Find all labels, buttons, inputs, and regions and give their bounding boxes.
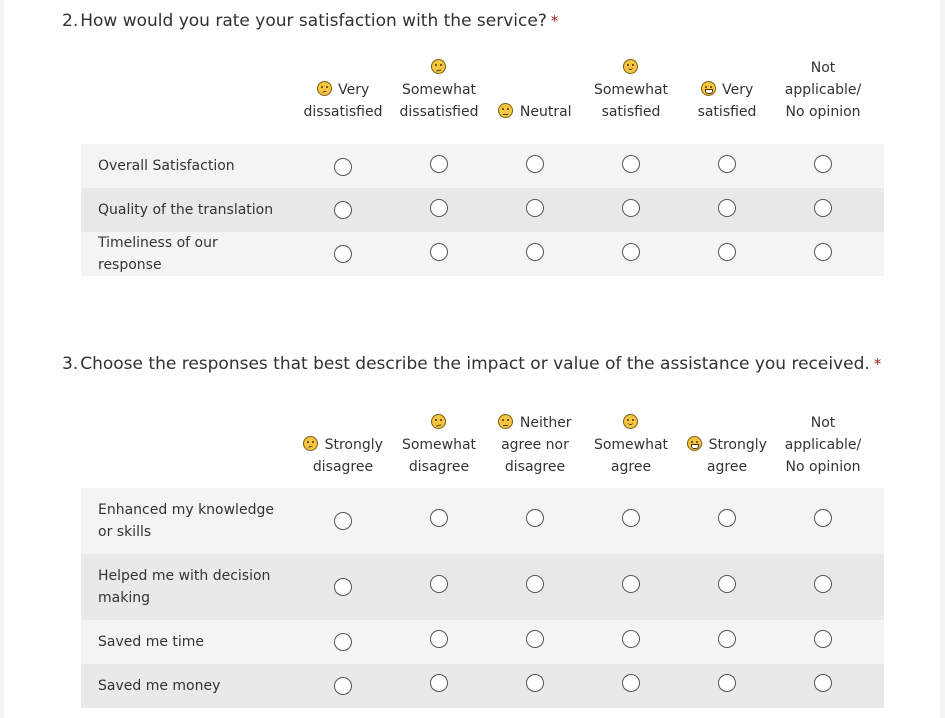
radio-somewhat-satisfied[interactable] — [622, 199, 640, 217]
radio-very-dissatisfied[interactable] — [334, 245, 352, 263]
radio-somewhat-agree[interactable] — [622, 630, 640, 648]
radio-neutral[interactable] — [526, 199, 544, 217]
radio-neutral[interactable] — [526, 243, 544, 261]
radio-neither[interactable] — [526, 674, 544, 692]
radio-very-satisfied[interactable] — [718, 155, 736, 173]
grin-icon — [700, 81, 716, 96]
matrix-row: Quality of the translation — [81, 188, 884, 232]
radio-somewhat-agree[interactable] — [622, 509, 640, 527]
row-label: Saved me money — [98, 678, 221, 694]
frown-icon — [316, 81, 332, 96]
survey-page: 2. How would you rate your satisfaction w… — [4, 0, 940, 718]
neutral-face-icon — [498, 414, 514, 429]
radio-somewhat-disagree[interactable] — [430, 575, 448, 593]
question-text: Choose the responses that best describe … — [80, 354, 870, 374]
radio-neutral[interactable] — [526, 155, 544, 173]
radio-not-applicable[interactable] — [814, 575, 832, 593]
column-header: Not applicable/ No opinion — [784, 60, 862, 120]
radio-neither[interactable] — [526, 575, 544, 593]
radio-somewhat-disagree[interactable] — [430, 509, 448, 527]
question-number: 2. — [62, 11, 79, 31]
radio-strongly-agree[interactable] — [718, 575, 736, 593]
radio-somewhat-disagree[interactable] — [430, 674, 448, 692]
radio-somewhat-disagree[interactable] — [430, 630, 448, 648]
row-label: Timeliness of our response — [98, 235, 218, 273]
frown-icon — [303, 436, 319, 451]
matrix-column-headers: Very dissatisfied Somewhat dissatisfied … — [62, 43, 886, 123]
radio-somewhat-satisfied[interactable] — [622, 155, 640, 173]
radio-very-satisfied[interactable] — [718, 243, 736, 261]
row-label: Overall Satisfaction — [98, 158, 235, 174]
confused-icon — [430, 59, 446, 74]
question-3: 3. Choose the responses that best describ… — [62, 354, 884, 708]
grin-icon — [687, 436, 703, 451]
radio-not-applicable[interactable] — [814, 630, 832, 648]
row-label: Helped me with decision making — [98, 568, 271, 606]
radio-strongly-disagree[interactable] — [334, 633, 352, 651]
radio-somewhat-satisfied[interactable] — [622, 243, 640, 261]
radio-strongly-agree[interactable] — [718, 674, 736, 692]
column-header: Somewhat dissatisfied — [391, 57, 487, 123]
required-asterisk: * — [550, 12, 559, 30]
column-header: Strongly disagree — [295, 434, 391, 478]
question-title: 3. Choose the responses that best describ… — [62, 354, 882, 374]
row-label: Saved me time — [98, 634, 205, 650]
radio-strongly-agree[interactable] — [718, 509, 736, 527]
matrix-row: Overall Satisfaction — [81, 144, 884, 188]
matrix-row: Helped me with decision making — [81, 554, 884, 620]
radio-neither[interactable] — [526, 509, 544, 527]
radio-strongly-disagree[interactable] — [334, 677, 352, 695]
radio-very-dissatisfied[interactable] — [334, 201, 352, 219]
question-text: How would you rate your satisfaction wit… — [80, 11, 547, 31]
column-header: Strongly agree — [679, 434, 775, 478]
row-label: Quality of the translation — [98, 202, 274, 218]
radio-neither[interactable] — [526, 630, 544, 648]
radio-not-applicable[interactable] — [814, 243, 832, 261]
column-header: Neither agree nor disagree — [487, 412, 583, 478]
question-title: 2. How would you rate your satisfaction w… — [62, 11, 882, 31]
radio-not-applicable[interactable] — [814, 509, 832, 527]
smile-icon — [622, 59, 638, 74]
radio-not-applicable[interactable] — [814, 674, 832, 692]
column-header: Somewhat disagree — [391, 412, 487, 478]
confused-icon — [430, 414, 446, 429]
radio-very-dissatisfied[interactable] — [334, 158, 352, 176]
radio-strongly-disagree[interactable] — [334, 578, 352, 596]
column-header: Somewhat agree — [583, 412, 679, 478]
column-header: Not applicable/ No opinion — [784, 415, 862, 475]
matrix-row: Timeliness of our response — [81, 232, 884, 276]
radio-not-applicable[interactable] — [814, 199, 832, 217]
matrix-row: Saved me time — [81, 620, 884, 664]
matrix-column-headers: Strongly disagree Somewhat disagree Neit… — [62, 398, 886, 478]
radio-somewhat-dissatisfied[interactable] — [430, 155, 448, 173]
smile-icon — [622, 414, 638, 429]
radio-somewhat-agree[interactable] — [622, 575, 640, 593]
radio-very-satisfied[interactable] — [718, 199, 736, 217]
radio-somewhat-dissatisfied[interactable] — [430, 199, 448, 217]
neutral-face-icon — [498, 103, 514, 118]
radio-strongly-disagree[interactable] — [334, 512, 352, 530]
column-header: Somewhat satisfied — [583, 57, 679, 123]
column-header: Very dissatisfied — [303, 81, 383, 120]
matrix-row: Saved me money — [81, 664, 884, 708]
column-header: Neutral — [487, 101, 583, 123]
question-number: 3. — [62, 354, 79, 374]
row-label: Enhanced my knowledge or skills — [98, 502, 274, 540]
radio-not-applicable[interactable] — [814, 155, 832, 173]
question-2: 2. How would you rate your satisfaction w… — [62, 11, 884, 276]
radio-strongly-agree[interactable] — [718, 630, 736, 648]
required-asterisk: * — [873, 355, 882, 373]
column-header: Very satisfied — [697, 81, 757, 120]
matrix-row: Enhanced my knowledge or skills — [81, 488, 884, 554]
radio-somewhat-dissatisfied[interactable] — [430, 243, 448, 261]
radio-somewhat-agree[interactable] — [622, 674, 640, 692]
